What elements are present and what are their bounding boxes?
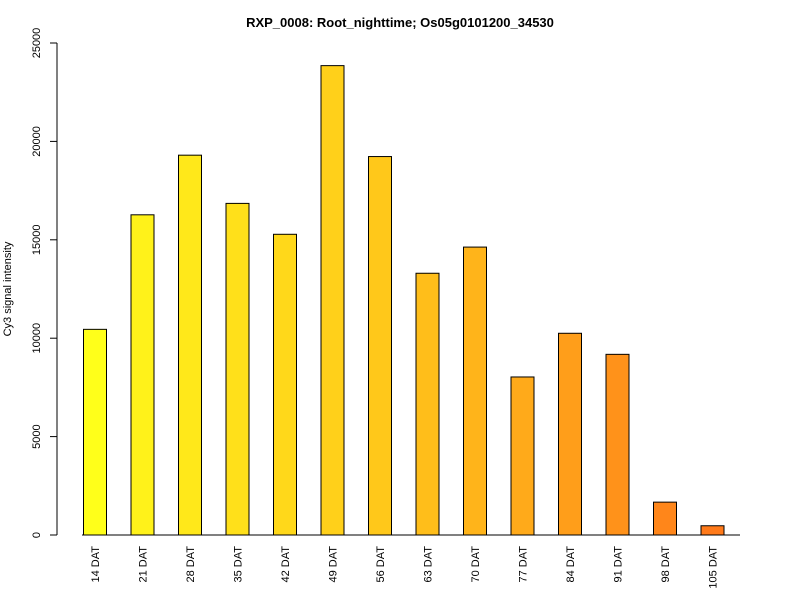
chart-title: RXP_0008: Root_nighttime; Os05g0101200_3… [246, 15, 554, 30]
x-tick-label: 98 DAT [660, 546, 672, 583]
bar [178, 154, 202, 536]
x-tick-label: 28 DAT [185, 546, 197, 583]
bar [700, 525, 725, 536]
bar [320, 65, 345, 536]
x-tick-label: 91 DAT [613, 546, 625, 583]
x-axis: 14 DAT 21 DAT 28 DAT 35 DAT 42 DAT 49 DAT 56 D… [82, 534, 740, 589]
x-tick-label: 105 DAT [708, 546, 720, 589]
y-tick-label: 5000 [31, 424, 43, 448]
y-tick-label: 20000 [31, 126, 43, 157]
y-tick-label: 10000 [31, 323, 43, 354]
x-tick-label: 21 DAT [138, 546, 150, 583]
x-tick-label: 42 DAT [280, 546, 292, 583]
bar [130, 214, 155, 536]
x-tick-label: 84 DAT [565, 546, 577, 583]
bar [225, 202, 250, 536]
bar [510, 376, 535, 536]
bar [653, 501, 677, 536]
y-axis-label: Cy3 signal intensity [2, 241, 14, 336]
bar [605, 353, 630, 536]
x-tick-label: 77 DAT [518, 546, 530, 583]
y-tick-label: 0 [31, 532, 43, 538]
bar [415, 272, 440, 536]
x-tick-label: 49 DAT [328, 546, 340, 583]
x-tick-label: 63 DAT [423, 546, 435, 583]
bar [273, 233, 297, 536]
y-tick-label: 15000 [31, 225, 43, 256]
bar [83, 328, 107, 536]
x-tick-label: 56 DAT [375, 546, 387, 583]
bar [368, 156, 392, 536]
x-tick-label: 70 DAT [470, 546, 482, 583]
y-tick-label: 25000 [31, 28, 43, 59]
x-tick-label: 35 DAT [233, 546, 245, 583]
bar [463, 246, 487, 536]
bar [558, 332, 582, 536]
bars-group [83, 65, 725, 536]
x-tick-label: 14 DAT [90, 546, 102, 583]
y-axis: 0 5000 10000 15000 20000 25000 [31, 28, 58, 538]
